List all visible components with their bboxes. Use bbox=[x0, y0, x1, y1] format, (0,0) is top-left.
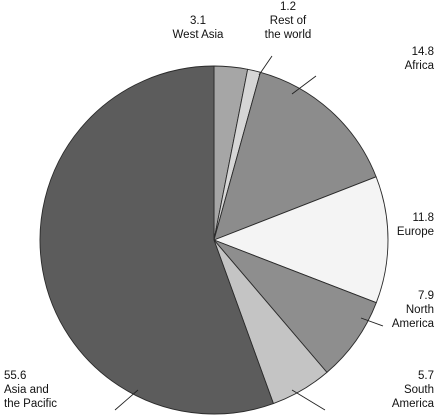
slice-label: 7.9 North America bbox=[392, 290, 435, 330]
slice-name: America bbox=[392, 398, 435, 410]
pie-slice bbox=[39, 65, 274, 415]
slice-name: Asia and bbox=[4, 384, 49, 396]
slice-name: West Asia bbox=[173, 29, 225, 41]
leader-line bbox=[360, 317, 384, 327]
slice-value: 1.2 bbox=[280, 1, 296, 13]
slice-value: 5.7 bbox=[418, 370, 434, 382]
slice-name: America bbox=[392, 318, 435, 330]
leader-line bbox=[114, 389, 139, 411]
slice-value: 14.8 bbox=[412, 46, 434, 58]
slice-value: 11.8 bbox=[412, 212, 434, 224]
slice-label: 11.8 Europe bbox=[397, 212, 434, 238]
pie-slice bbox=[213, 176, 389, 304]
leader-line bbox=[291, 75, 317, 95]
slice-label: 3.1 West Asia bbox=[173, 15, 225, 41]
slice-name: the world bbox=[265, 29, 312, 41]
slice-value: 7.9 bbox=[418, 290, 434, 302]
slice-name: Africa bbox=[405, 60, 435, 72]
slice-label: 55.6 Asia and the Pacific bbox=[4, 370, 57, 410]
slice-name: the Pacific bbox=[4, 398, 57, 410]
slice-label: 14.8 Africa bbox=[405, 46, 435, 72]
pie-slice bbox=[213, 71, 377, 241]
slice-name: Europe bbox=[397, 226, 434, 238]
slice-value: 55.6 bbox=[4, 370, 26, 382]
slice-labels: 3.1 West Asia 1.2 Rest of the world 14.8 Afric… bbox=[4, 1, 435, 410]
slice-value: 3.1 bbox=[190, 15, 206, 27]
slice-label: 1.2 Rest of the world bbox=[265, 1, 312, 41]
slice-label: 5.7 South America bbox=[392, 370, 435, 410]
slice-name: Rest of bbox=[270, 15, 307, 27]
leader-line bbox=[258, 55, 273, 76]
leader-line bbox=[291, 389, 326, 411]
slice-name: South bbox=[404, 384, 434, 396]
pie-slices bbox=[39, 65, 389, 415]
slice-name: North bbox=[406, 304, 434, 316]
leader-lines bbox=[114, 55, 384, 411]
